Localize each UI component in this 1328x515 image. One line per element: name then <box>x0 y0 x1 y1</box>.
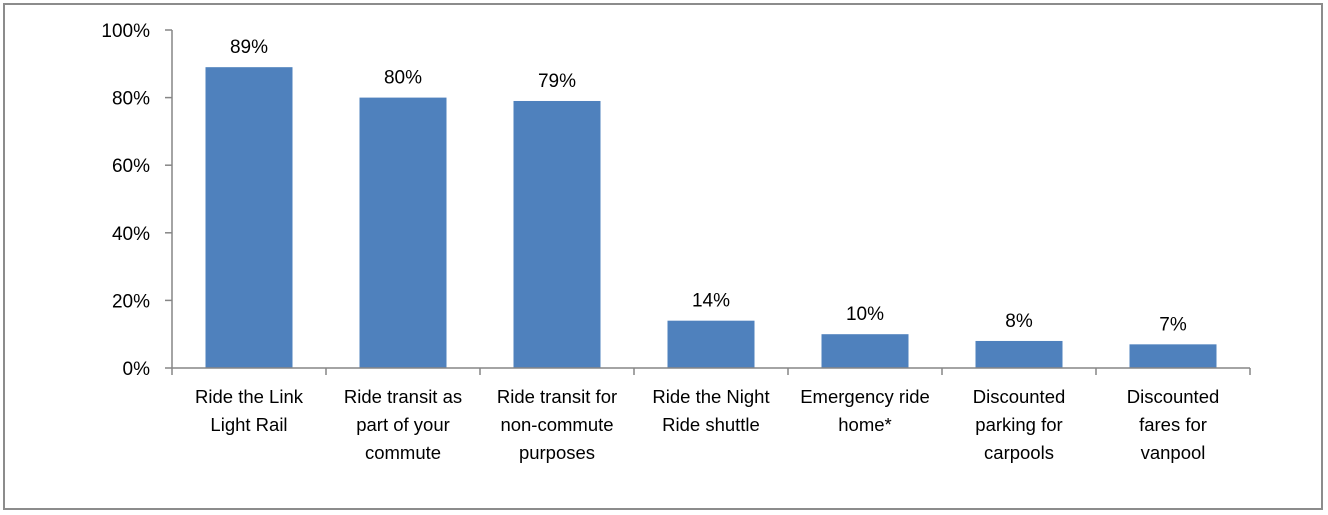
bar <box>359 97 447 368</box>
x-category-label-line: Discounted <box>1127 386 1220 407</box>
x-category-label-line: Ride shuttle <box>662 414 760 435</box>
bar <box>513 100 601 368</box>
x-category-label: Emergency ride home* <box>800 386 930 435</box>
x-category-label-line: Emergency ride <box>800 386 930 407</box>
bars <box>205 67 1217 369</box>
x-category-label-line: part of your <box>356 414 450 435</box>
x-category-label-line: Ride the Link <box>195 386 304 407</box>
x-category-label-line: Ride transit as <box>344 386 462 407</box>
data-labels: 89% 80% 79% 14% 10% 8% 7% <box>230 37 1187 335</box>
y-tick-label: 20% <box>112 291 150 312</box>
x-category-label-line: Ride the Night <box>652 386 769 407</box>
x-category-label: Ride the Link Light Rail <box>195 386 304 435</box>
x-category-label: Ride transit for non-commute purposes <box>497 386 617 463</box>
x-category-label: Discounted parking for carpools <box>973 386 1066 463</box>
x-category-label-line: home* <box>838 414 891 435</box>
bar <box>821 334 909 368</box>
x-category-label-line: Discounted <box>973 386 1066 407</box>
x-category-label: Discounted fares for vanpool <box>1127 386 1220 463</box>
data-label: 89% <box>230 37 268 58</box>
x-category-label-line: commute <box>365 442 441 463</box>
y-tick-label: 100% <box>101 21 150 42</box>
x-category-label-line: non-commute <box>500 414 613 435</box>
y-tick-label: 80% <box>112 89 150 110</box>
y-tick-label: 40% <box>112 224 150 245</box>
bar <box>975 340 1063 368</box>
bar <box>667 320 755 368</box>
x-category-label-line: fares for <box>1139 414 1207 435</box>
x-category-label: Ride the Night Ride shuttle <box>652 386 769 435</box>
x-category-label-line: Light Rail <box>210 414 287 435</box>
x-category-label-line: purposes <box>519 442 595 463</box>
x-category-label-line: parking for <box>975 414 1062 435</box>
x-category-label: Ride transit as part of your commute <box>344 386 462 463</box>
x-category-label-line: vanpool <box>1141 442 1206 463</box>
x-axis: Ride the Link Light Rail Ride transit as pa… <box>171 367 1251 463</box>
data-label: 14% <box>692 291 730 312</box>
y-axis: 0% 20% 40% 60% 80% 100% <box>101 21 173 380</box>
x-category-label-line: carpools <box>984 442 1054 463</box>
y-tick-label: 60% <box>112 156 150 177</box>
bar <box>1129 344 1217 368</box>
data-label: 8% <box>1005 311 1033 332</box>
data-label: 80% <box>384 68 422 89</box>
y-tick-label: 0% <box>123 359 151 380</box>
x-category-label-line: Ride transit for <box>497 386 617 407</box>
data-label: 7% <box>1159 314 1187 335</box>
data-label: 10% <box>846 304 884 325</box>
data-label: 79% <box>538 71 576 92</box>
bar <box>205 67 293 369</box>
